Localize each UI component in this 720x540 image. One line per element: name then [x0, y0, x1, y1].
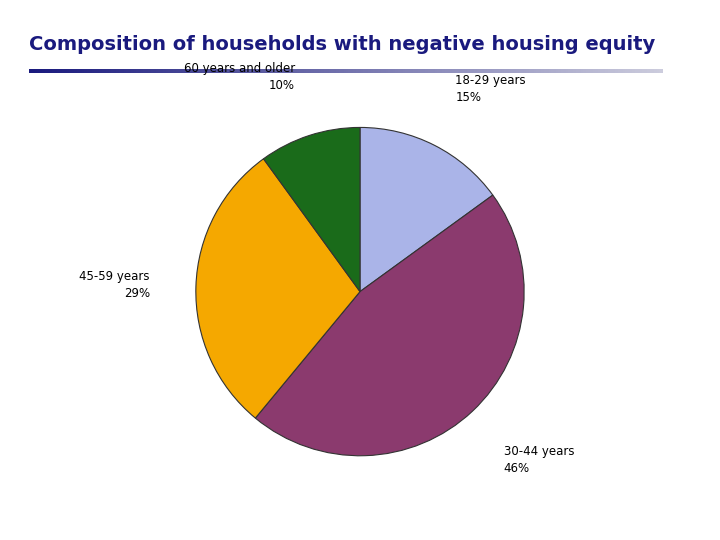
Wedge shape	[196, 159, 360, 418]
Wedge shape	[256, 195, 524, 456]
Wedge shape	[360, 127, 492, 292]
Wedge shape	[264, 127, 360, 292]
Text: 45-59 years
29%: 45-59 years 29%	[79, 270, 150, 300]
Text: 30-44 years
46%: 30-44 years 46%	[504, 445, 575, 475]
Text: 18-29 years
15%: 18-29 years 15%	[455, 75, 526, 104]
Text: 60 years and older
10%: 60 years and older 10%	[184, 62, 295, 92]
Text: Composition of households with negative housing equity: Composition of households with negative …	[29, 35, 655, 54]
